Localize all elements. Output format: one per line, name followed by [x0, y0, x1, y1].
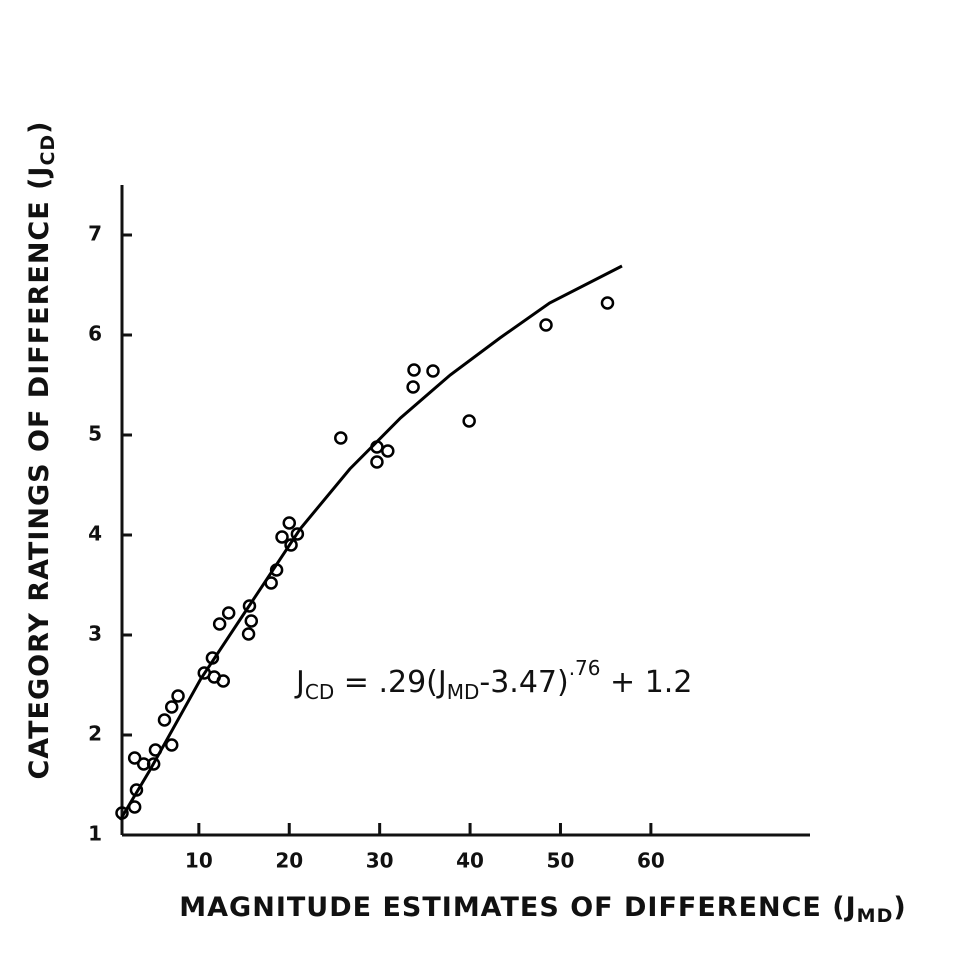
data-point	[244, 614, 259, 628]
fit-curve	[118, 264, 623, 821]
data-point	[205, 651, 220, 665]
y-axis-label-sub: CD	[37, 134, 59, 166]
data-point	[164, 700, 179, 714]
data-point	[221, 606, 236, 620]
data-point	[171, 689, 185, 703]
data-point	[241, 627, 256, 641]
data-point	[381, 444, 395, 458]
annotation-part: .76	[569, 656, 601, 680]
data-point	[426, 364, 440, 378]
x-tick-label: 60	[637, 849, 665, 873]
annotation-part: J	[294, 665, 305, 700]
annotation-part: MD	[447, 680, 480, 704]
data-point	[242, 599, 257, 613]
data-point	[406, 380, 420, 394]
data-point	[216, 674, 231, 688]
annotation-part: CD	[305, 680, 334, 704]
data-point	[407, 363, 421, 377]
data-point	[129, 783, 144, 797]
x-axis-label-end: )	[893, 892, 906, 923]
data-point	[146, 757, 161, 771]
data-point	[115, 806, 129, 820]
data-point	[462, 414, 476, 428]
y-tick-label: 5	[88, 422, 102, 446]
x-tick-label: 10	[185, 849, 213, 873]
y-axis-label-end: )	[24, 120, 55, 133]
y-axis-label-text: CATEGORY RATINGS OF DIFFERENCE (J	[24, 166, 55, 780]
data-point	[282, 516, 297, 530]
x-axis-label: MAGNITUDE ESTIMATES OF DIFFERENCE (JMD)	[179, 892, 906, 927]
data-point	[600, 296, 615, 310]
data-point	[212, 617, 227, 631]
annotation-part: + 1.2	[601, 665, 693, 700]
data-point	[539, 318, 553, 332]
y-axis-label: CATEGORY RATINGS OF DIFFERENCE (JCD)	[24, 120, 59, 779]
y-tick-label: 4	[88, 522, 102, 546]
data-point	[157, 713, 172, 727]
data-point	[269, 563, 284, 577]
y-tick-label: 2	[88, 722, 102, 746]
annotation: JCD = .29(JMD-3.47).76 + 1.2	[294, 656, 692, 704]
data-point	[164, 738, 179, 752]
data-point	[334, 431, 348, 445]
data-point	[284, 538, 298, 552]
x-tick-label: 40	[456, 849, 484, 873]
data-point	[127, 751, 142, 765]
data-point	[127, 800, 142, 814]
x-axis-label-sub: MD	[857, 905, 894, 927]
x-tick-label: 20	[275, 849, 303, 873]
x-axis-label-text: MAGNITUDE ESTIMATES OF DIFFERENCE (J	[179, 892, 856, 923]
x-tick-label: 30	[366, 849, 394, 873]
data-point	[264, 576, 278, 590]
annotation-part: -3.47)	[479, 665, 568, 700]
data-point	[148, 743, 163, 757]
y-tick-label: 1	[88, 822, 102, 846]
annotation-part: = .29(J	[334, 665, 446, 700]
data-point	[370, 455, 384, 469]
y-tick-label: 3	[88, 622, 102, 646]
y-tick-label: 7	[88, 222, 102, 246]
data-point	[290, 527, 305, 541]
data-point	[275, 530, 289, 544]
x-tick-label: 50	[547, 849, 575, 873]
y-tick-label: 6	[88, 322, 102, 346]
